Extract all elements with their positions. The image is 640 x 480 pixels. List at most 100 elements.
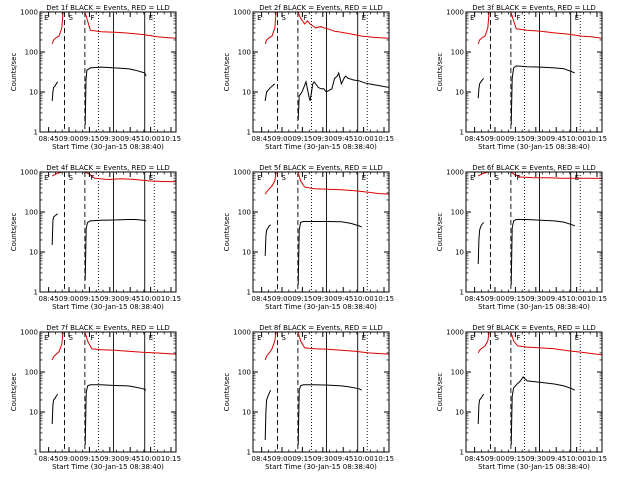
saa-letter: E — [575, 14, 579, 22]
series-line-events — [477, 77, 485, 99]
x-tick-label: 09:00 — [272, 295, 292, 303]
plot-area — [477, 332, 602, 452]
x-tick-label: 09:00 — [485, 295, 505, 303]
y-axis-label: Counts/sec — [223, 53, 231, 92]
axes-frame — [39, 11, 177, 133]
series-line-events — [51, 213, 58, 246]
plot-area — [477, 172, 602, 292]
y-tick-label: 10 — [29, 409, 38, 417]
x-tick-label: 09:15 — [505, 135, 525, 143]
series-line-lld — [510, 12, 602, 39]
x-tick-label: 10:15 — [587, 135, 607, 143]
saa-letter: E — [362, 334, 366, 342]
saa-letter: S — [69, 174, 74, 182]
plot-area — [51, 172, 176, 292]
x-tick-label: 09:45 — [333, 135, 353, 143]
chart-panel: Det 3f BLACK = Events, RED = LLD E S F E 1 10 1… — [436, 4, 607, 151]
saa-letter: F — [90, 14, 94, 22]
x-axis-label: Start Time (30-Jan-15 08:38:40) — [265, 143, 377, 151]
panel-title: Det 2f BLACK = Events, RED = LLD — [259, 4, 382, 12]
series-line-events — [510, 376, 576, 446]
saa-letter: E — [362, 14, 366, 22]
x-tick-label: 08:45 — [465, 295, 485, 303]
y-axis-label: Counts/sec — [223, 213, 231, 252]
saa-letter: E — [470, 334, 474, 342]
y-tick-label: 100 — [238, 49, 251, 57]
saa-letter: F — [90, 334, 94, 342]
plot-area — [477, 12, 602, 132]
x-axis-label: Start Time (30-Jan-15 08:38:40) — [265, 463, 377, 471]
x-tick-label: 09:45 — [120, 455, 140, 463]
y-axis-label: Counts/sec — [10, 373, 18, 412]
axes-frame — [252, 171, 390, 293]
saa-letter: S — [69, 14, 74, 22]
chart-panel: Det 7f BLACK = Events, RED = LLD E S F E 1 10 1… — [10, 324, 181, 471]
y-tick-label: 10 — [455, 89, 464, 97]
series-line-events — [264, 389, 272, 441]
series-line-lld — [477, 332, 490, 354]
y-tick-label: 100 — [25, 369, 38, 377]
series-line-events — [477, 222, 485, 265]
y-tick-label: 1 — [247, 449, 251, 457]
series-line-lld — [264, 332, 277, 361]
chart-panel: Det 4f BLACK = Events, RED = LLD E S F E 1 10 1… — [10, 164, 181, 311]
panel-title: Det 3f BLACK = Events, RED = LLD — [472, 4, 595, 12]
chart-panel: Det 1f BLACK = Events, RED = LLD E S F E 1 10 1… — [10, 4, 181, 151]
saa-letter: S — [495, 14, 500, 22]
x-tick-label: 09:00 — [485, 455, 505, 463]
axes-frame — [252, 331, 390, 453]
x-tick-label: 10:00 — [567, 135, 587, 143]
chart-panel: Det 6f BLACK = Events, RED = LLD E S F E 1 10 1… — [436, 164, 607, 311]
x-tick-label: 09:15 — [505, 455, 525, 463]
saa-letter: S — [282, 14, 287, 22]
series-line-lld — [51, 12, 64, 44]
x-tick-label: 10:00 — [354, 455, 374, 463]
y-tick-label: 100 — [238, 369, 251, 377]
y-tick-label: 10 — [29, 249, 38, 257]
y-tick-label: 10 — [29, 89, 38, 97]
y-tick-label: 100 — [238, 209, 251, 217]
x-tick-label: 10:00 — [141, 135, 161, 143]
series-line-events — [510, 219, 575, 286]
y-axis-label: Counts/sec — [436, 373, 444, 412]
x-tick-label: 09:30 — [313, 295, 333, 303]
panel-title: Det 9f BLACK = Events, RED = LLD — [472, 324, 595, 332]
x-tick-label: 09:45 — [333, 295, 353, 303]
plot-area — [264, 12, 389, 132]
y-tick-label: 100 — [451, 49, 464, 57]
series-line-events — [510, 65, 575, 126]
series-line-lld — [84, 172, 176, 183]
axes-frame — [252, 11, 390, 133]
x-tick-label: 09:30 — [313, 135, 333, 143]
series-line-lld — [477, 12, 490, 44]
x-tick-label: 10:00 — [141, 455, 161, 463]
saa-letter: E — [44, 334, 48, 342]
saa-letter: E — [44, 14, 48, 22]
x-tick-label: 08:45 — [39, 295, 59, 303]
panel-title: Det 4f BLACK = Events, RED = LLD — [46, 164, 169, 172]
axes-frame — [465, 11, 603, 133]
x-tick-label: 09:00 — [59, 295, 79, 303]
axes-frame — [465, 331, 603, 453]
panel-title: Det 8f BLACK = Events, RED = LLD — [259, 324, 382, 332]
series-line-lld — [51, 172, 62, 177]
x-tick-label: 10:15 — [374, 455, 394, 463]
y-tick-label: 1 — [460, 289, 464, 297]
x-axis-label: Start Time (30-Jan-15 08:38:40) — [52, 303, 164, 311]
saa-letter: E — [44, 174, 48, 182]
x-tick-label: 09:15 — [79, 455, 99, 463]
series-line-events — [51, 81, 59, 101]
panel-title: Det 7f BLACK = Events, RED = LLD — [46, 324, 169, 332]
y-axis-label: Counts/sec — [10, 53, 18, 92]
axes-frame — [465, 171, 603, 293]
saa-letter: F — [516, 14, 520, 22]
y-tick-label: 1000 — [20, 169, 38, 177]
y-tick-label: 100 — [25, 49, 38, 57]
y-tick-label: 10 — [455, 249, 464, 257]
x-tick-label: 10:15 — [374, 295, 394, 303]
y-tick-label: 100 — [451, 369, 464, 377]
series-line-lld — [297, 172, 389, 195]
x-tick-label: 09:45 — [120, 135, 140, 143]
saa-letter: F — [303, 174, 307, 182]
